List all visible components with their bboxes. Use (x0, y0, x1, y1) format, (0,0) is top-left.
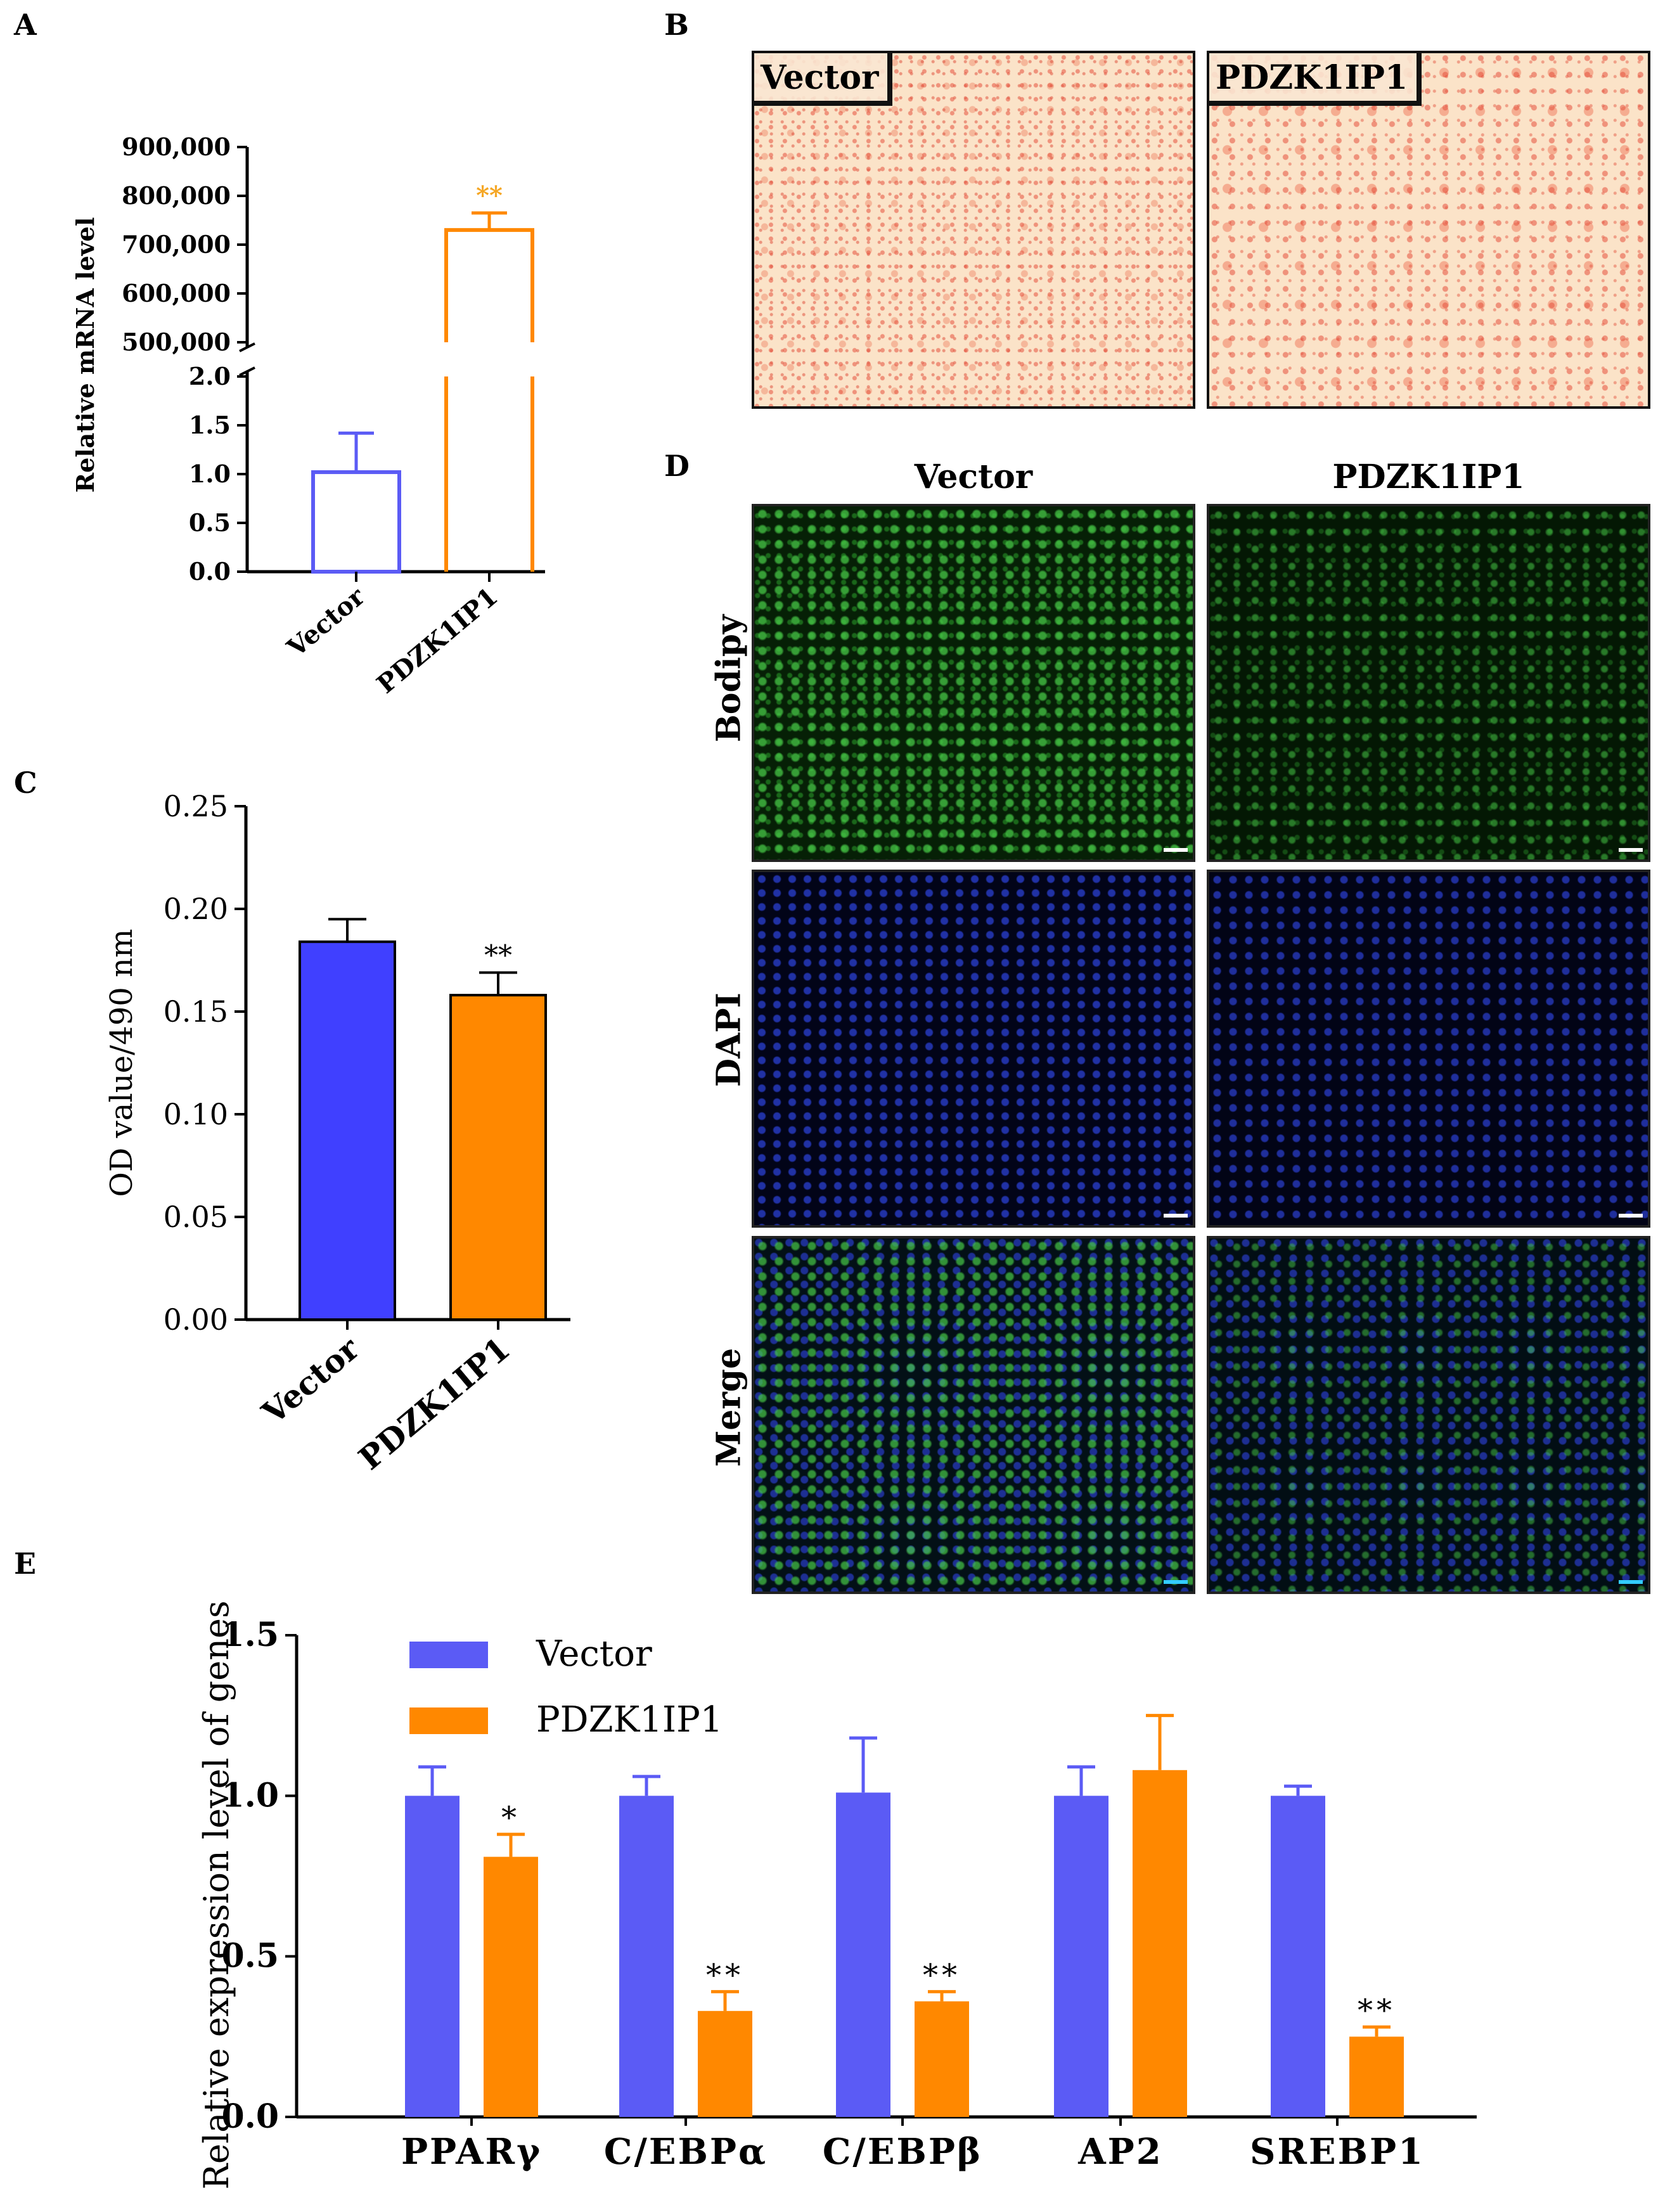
dapi-image-pdzk1ip1 (1207, 870, 1650, 1228)
y-tick-label: 0.00 (164, 1302, 228, 1337)
bar-pdzk1ip1 (698, 2010, 752, 2117)
bar-pdzk1ip1-upper (444, 228, 534, 342)
x-tick-label: C/EBPα (604, 2131, 768, 2173)
y-tick-label: 800,000 (122, 181, 231, 210)
legend-swatch-pdzk1ip1 (409, 1707, 488, 1734)
scale-bar (1619, 848, 1643, 852)
bar-pdzk1ip1 (915, 2001, 969, 2117)
bar-vector (1271, 1796, 1325, 2117)
legend-swatch-vector (409, 1642, 488, 1668)
bodipy-image-vector (752, 504, 1195, 862)
bar-pdzk1ip1 (449, 994, 547, 1321)
significance-label: * (501, 1800, 520, 1836)
bodipy-image-pdzk1ip1 (1207, 504, 1650, 862)
x-tick-label: SREBP1 (1250, 2131, 1425, 2173)
merge-image-vector (752, 1236, 1195, 1594)
panel-d-col-label-vector: Vector (914, 458, 1033, 496)
significance-label: ** (476, 181, 503, 210)
x-tick-label: Vector (255, 1330, 367, 1432)
x-tick-label: PDZK1IP1 (371, 582, 504, 700)
y-tick-label: 500,000 (122, 328, 231, 356)
y-tick-label: 0.10 (164, 1097, 228, 1131)
panel-label-b: B (664, 8, 689, 42)
panel-label-c: C (14, 766, 37, 800)
bar-vector (299, 940, 396, 1321)
oil-red-o-image-pdzk1ip1: PDZK1IP1 (1207, 51, 1650, 409)
y-tick-label: 0.05 (164, 1200, 228, 1234)
y-tick-label: 0.20 (164, 892, 228, 926)
scale-bar (1164, 1214, 1188, 1218)
y-axis-label: OD value/490 nm (104, 929, 139, 1197)
y-axis-label: Relative expression level of genes (196, 1600, 236, 2189)
y-tick-label: 1.0 (189, 460, 231, 488)
bar-pdzk1ip1 (1133, 1770, 1187, 2117)
panel-label-d: D (664, 449, 690, 483)
panel-label-e: E (14, 1546, 37, 1581)
bar-pdzk1ip1-lower (444, 376, 534, 572)
bar-vector (1054, 1796, 1108, 2117)
y-tick-label: 0.5 (189, 508, 231, 537)
x-tick-label: Vector (281, 581, 371, 663)
legend-label-vector: Vector (536, 1633, 652, 1675)
image-label-vector: Vector (754, 53, 893, 106)
y-tick-label: 1.0 (222, 1776, 279, 1815)
y-tick-label: 0.0 (189, 557, 231, 586)
significance-label: ** (923, 1957, 961, 1993)
significance-label: ** (484, 939, 512, 972)
dapi-image-vector (752, 870, 1195, 1228)
scale-bar (1164, 1580, 1188, 1584)
y-tick-label: 600,000 (122, 279, 231, 307)
legend-label-pdzk1ip1: PDZK1IP1 (536, 1699, 723, 1740)
oil-red-o-image-vector: Vector (752, 51, 1195, 409)
y-tick-label: 0.15 (164, 994, 228, 1029)
y-axis-label: Relative mRNA level (71, 217, 100, 493)
panel-d-col-label-pdzk1ip1: PDZK1IP1 (1332, 458, 1525, 496)
y-tick-label: 0.0 (222, 2097, 279, 2136)
scale-bar (1164, 848, 1188, 852)
x-tick-label: C/EBPβ (823, 2131, 982, 2173)
x-tick-label: PDZK1IP1 (351, 1330, 517, 1477)
y-tick-label: 1.5 (222, 1616, 279, 1654)
axis-break-mark (239, 366, 255, 376)
bar-vector (619, 1796, 674, 2117)
bar-pdzk1ip1 (1349, 2036, 1404, 2117)
y-tick-label: 2.0 (189, 362, 231, 390)
bar-vector (836, 1792, 890, 2117)
significance-label: ** (1358, 1993, 1396, 2028)
y-tick-label: 0.5 (222, 1937, 279, 1976)
panel-label-a: A (14, 8, 37, 42)
x-tick-label: PPARγ (401, 2131, 542, 2173)
image-label-pdzk1ip1: PDZK1IP1 (1209, 53, 1422, 106)
merge-image-pdzk1ip1 (1207, 1236, 1650, 1594)
y-tick-label: 700,000 (122, 230, 231, 259)
bar-pdzk1ip1 (484, 1856, 538, 2117)
scale-bar (1619, 1580, 1643, 1584)
axis-break-mark (239, 342, 255, 352)
scale-bar (1619, 1214, 1643, 1218)
significance-label: ** (706, 1957, 744, 1993)
y-tick-label: 1.5 (189, 411, 231, 439)
y-tick-label: 900,000 (122, 132, 231, 161)
bar-vector (405, 1796, 459, 2117)
bar-vector (311, 470, 401, 574)
y-tick-label: 0.25 (164, 789, 228, 823)
x-tick-label: AP2 (1077, 2131, 1163, 2173)
